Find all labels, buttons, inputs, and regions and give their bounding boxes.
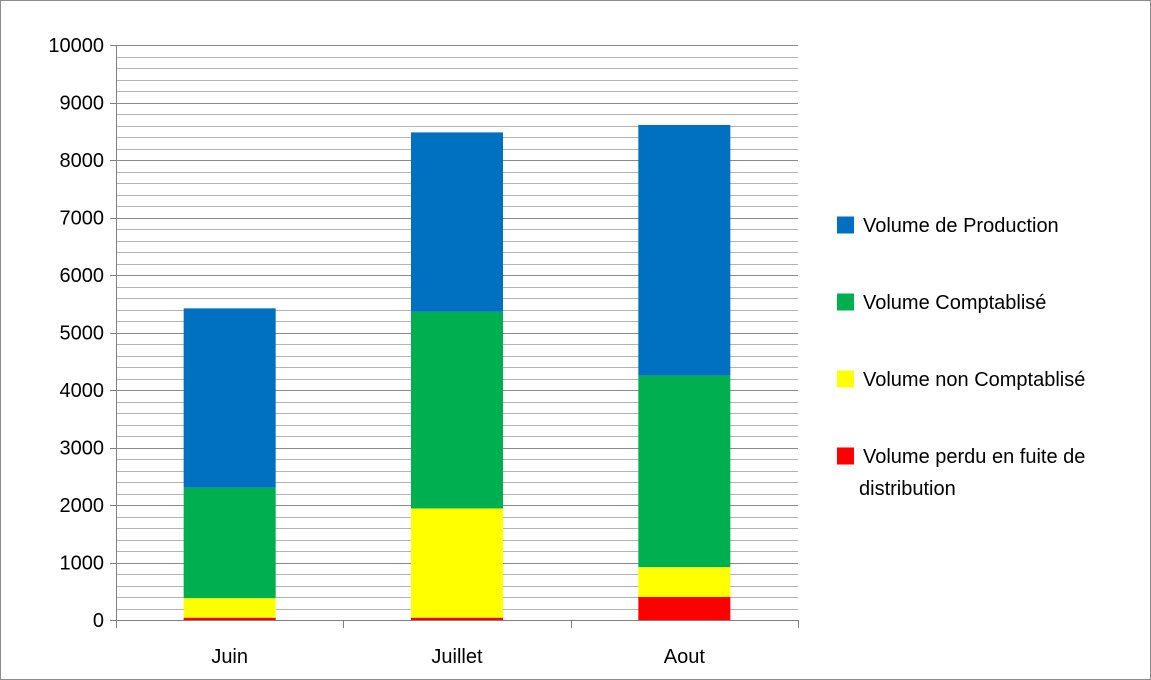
bar-segment bbox=[411, 617, 503, 620]
legend-swatch bbox=[837, 293, 854, 311]
legend-label: Volume non Comptablisé bbox=[863, 369, 1085, 391]
bar-segment bbox=[183, 598, 276, 618]
axes bbox=[110, 45, 799, 628]
bar-segment bbox=[183, 617, 276, 620]
y-tick-label: 0 bbox=[93, 610, 104, 632]
y-tick-label: 3000 bbox=[60, 438, 105, 460]
y-tick-label: 2000 bbox=[60, 495, 105, 517]
bar-segment bbox=[638, 124, 731, 376]
y-tick-label: 10000 bbox=[48, 35, 104, 57]
y-tick-labels: 0 1000 2000 3000 4000 5000 6000 7000 8000 9000 100… bbox=[48, 35, 104, 632]
legend-swatch bbox=[837, 370, 854, 388]
bar-segment bbox=[638, 597, 731, 620]
legend-swatch bbox=[837, 216, 854, 234]
bar-segment bbox=[638, 567, 731, 597]
y-tick-label: 1000 bbox=[60, 553, 105, 575]
x-tick-label: Juillet bbox=[431, 646, 483, 668]
y-tick-label: 4000 bbox=[60, 380, 105, 402]
y-tick-label: 5000 bbox=[60, 323, 105, 345]
bar-segment bbox=[183, 308, 276, 488]
y-tick-label: 8000 bbox=[60, 150, 105, 172]
y-tick-label: 9000 bbox=[60, 93, 105, 115]
bar-segment bbox=[638, 375, 731, 568]
y-tick-label: 6000 bbox=[60, 265, 105, 287]
x-tick-label: Aout bbox=[664, 646, 706, 668]
legend-label: Volume perdu en fuite de distribution bbox=[859, 446, 1085, 500]
bar-segment bbox=[411, 311, 503, 509]
bar-segment bbox=[411, 132, 503, 312]
x-tick-label: Juin bbox=[211, 646, 248, 668]
legend-swatch bbox=[837, 447, 854, 465]
legend-label: Volume Comptablisé bbox=[863, 292, 1046, 314]
y-tick-label: 7000 bbox=[60, 208, 105, 230]
bar-segment bbox=[183, 487, 276, 599]
legend-label: Volume de Production bbox=[863, 215, 1059, 237]
x-tick-labels: Juin Juillet Aout bbox=[211, 646, 705, 668]
legend: Volume de Production Volume Comptablisé Vo… bbox=[837, 215, 1085, 500]
bar-segment bbox=[411, 508, 503, 618]
bars bbox=[183, 124, 731, 620]
